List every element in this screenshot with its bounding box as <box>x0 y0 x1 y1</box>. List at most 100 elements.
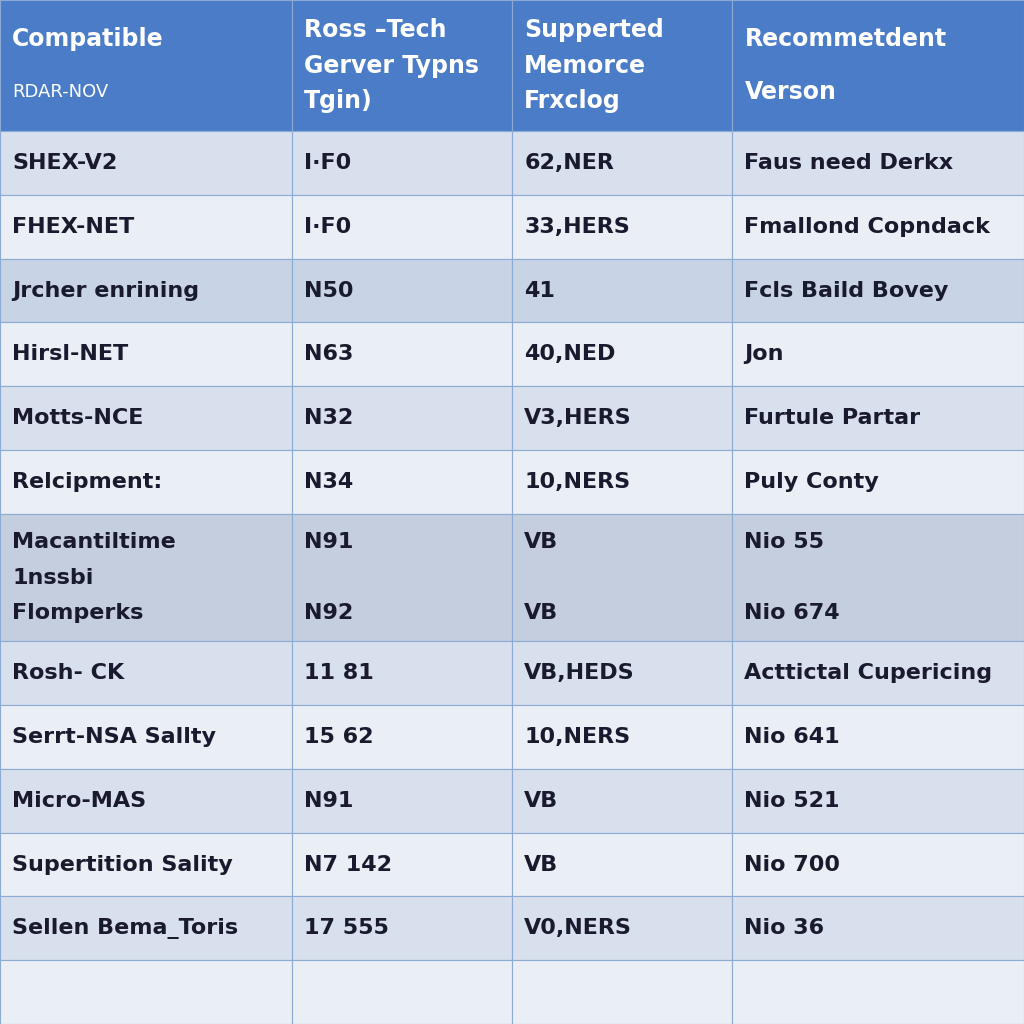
Text: 17 555: 17 555 <box>304 919 389 938</box>
Text: 1nssbi: 1nssbi <box>12 567 93 588</box>
Bar <box>512 769 732 833</box>
Text: 15 62: 15 62 <box>304 727 374 746</box>
Text: Compatible: Compatible <box>12 27 164 51</box>
Bar <box>292 195 512 259</box>
Bar <box>0 769 292 833</box>
Bar <box>512 195 732 259</box>
Text: Jrcher enrining: Jrcher enrining <box>12 281 200 300</box>
Bar <box>512 641 732 706</box>
Bar <box>292 896 512 961</box>
Text: Faus need Derkx: Faus need Derkx <box>744 153 953 173</box>
Bar <box>512 706 732 769</box>
Bar <box>732 323 1024 386</box>
Text: Nio 641: Nio 641 <box>744 727 840 746</box>
Bar <box>0 131 292 195</box>
Bar <box>0 833 292 896</box>
Text: Motts-NCE: Motts-NCE <box>12 409 143 428</box>
Text: Frxclog: Frxclog <box>524 89 621 113</box>
Bar <box>512 259 732 323</box>
Bar <box>0 386 292 450</box>
Bar <box>732 769 1024 833</box>
Text: Nio 55: Nio 55 <box>744 531 824 552</box>
Bar <box>732 386 1024 450</box>
Text: Hirsl-NET: Hirsl-NET <box>12 344 129 365</box>
Text: Ross –Tech: Ross –Tech <box>304 18 446 42</box>
Text: I·F0: I·F0 <box>304 153 351 173</box>
Bar <box>0 961 292 1024</box>
Text: 40,NED: 40,NED <box>524 344 615 365</box>
Text: N63: N63 <box>304 344 353 365</box>
Text: V0,NERS: V0,NERS <box>524 919 632 938</box>
Text: N91: N91 <box>304 791 353 811</box>
Text: Micro-MAS: Micro-MAS <box>12 791 146 811</box>
Text: VB: VB <box>524 855 558 874</box>
Text: 62,NER: 62,NER <box>524 153 614 173</box>
Bar <box>292 514 512 641</box>
Bar <box>732 641 1024 706</box>
Bar <box>732 896 1024 961</box>
Text: Supertition Sality: Supertition Sality <box>12 855 233 874</box>
Text: SHEX-V2: SHEX-V2 <box>12 153 118 173</box>
Bar <box>512 0 732 131</box>
Bar <box>512 514 732 641</box>
Text: Fmallond Copndack: Fmallond Copndack <box>744 217 990 237</box>
Text: Nio 674: Nio 674 <box>744 603 840 624</box>
Bar <box>292 131 512 195</box>
Text: Acttictal Cupericing: Acttictal Cupericing <box>744 664 992 683</box>
Bar <box>0 450 292 514</box>
Text: Flomperks: Flomperks <box>12 603 143 624</box>
Bar <box>512 323 732 386</box>
Text: 10,NERS: 10,NERS <box>524 727 631 746</box>
Bar <box>732 195 1024 259</box>
Bar <box>0 259 292 323</box>
Text: N34: N34 <box>304 472 353 492</box>
Text: Puly Conty: Puly Conty <box>744 472 880 492</box>
Text: Gerver Typns: Gerver Typns <box>304 53 479 78</box>
Text: Fcls Baild Bovey: Fcls Baild Bovey <box>744 281 949 300</box>
Text: Sellen Bema_Toris: Sellen Bema_Toris <box>12 918 239 939</box>
Text: 41: 41 <box>524 281 555 300</box>
Bar <box>732 833 1024 896</box>
Bar <box>292 323 512 386</box>
Text: VB: VB <box>524 603 558 624</box>
Bar <box>732 706 1024 769</box>
Bar <box>292 450 512 514</box>
Text: Supperted: Supperted <box>524 18 664 42</box>
Text: VB,HEDS: VB,HEDS <box>524 664 635 683</box>
Bar <box>512 833 732 896</box>
Bar <box>732 0 1024 131</box>
Bar <box>732 131 1024 195</box>
Bar <box>292 0 512 131</box>
Bar <box>292 641 512 706</box>
Bar <box>512 131 732 195</box>
Bar <box>732 961 1024 1024</box>
Text: 11 81: 11 81 <box>304 664 374 683</box>
Bar <box>512 386 732 450</box>
Text: Furtule Partar: Furtule Partar <box>744 409 921 428</box>
Bar <box>0 641 292 706</box>
Bar <box>292 259 512 323</box>
Bar <box>512 961 732 1024</box>
Bar <box>0 514 292 641</box>
Bar <box>512 896 732 961</box>
Text: 10,NERS: 10,NERS <box>524 472 631 492</box>
Text: Nio 36: Nio 36 <box>744 919 824 938</box>
Text: N50: N50 <box>304 281 353 300</box>
Bar <box>0 0 292 131</box>
Text: VB: VB <box>524 791 558 811</box>
Text: N91: N91 <box>304 531 353 552</box>
Bar <box>0 896 292 961</box>
Text: Verson: Verson <box>744 80 837 104</box>
Text: Nio 521: Nio 521 <box>744 791 840 811</box>
Text: N32: N32 <box>304 409 353 428</box>
Bar <box>292 706 512 769</box>
Text: N7 142: N7 142 <box>304 855 392 874</box>
Text: V3,HERS: V3,HERS <box>524 409 632 428</box>
Bar <box>0 195 292 259</box>
Bar <box>0 323 292 386</box>
Text: Serrt-NSA Sallty: Serrt-NSA Sallty <box>12 727 216 746</box>
Text: Memorce: Memorce <box>524 53 646 78</box>
Text: I·F0: I·F0 <box>304 217 351 237</box>
Bar <box>732 514 1024 641</box>
Text: Tgin): Tgin) <box>304 89 373 113</box>
